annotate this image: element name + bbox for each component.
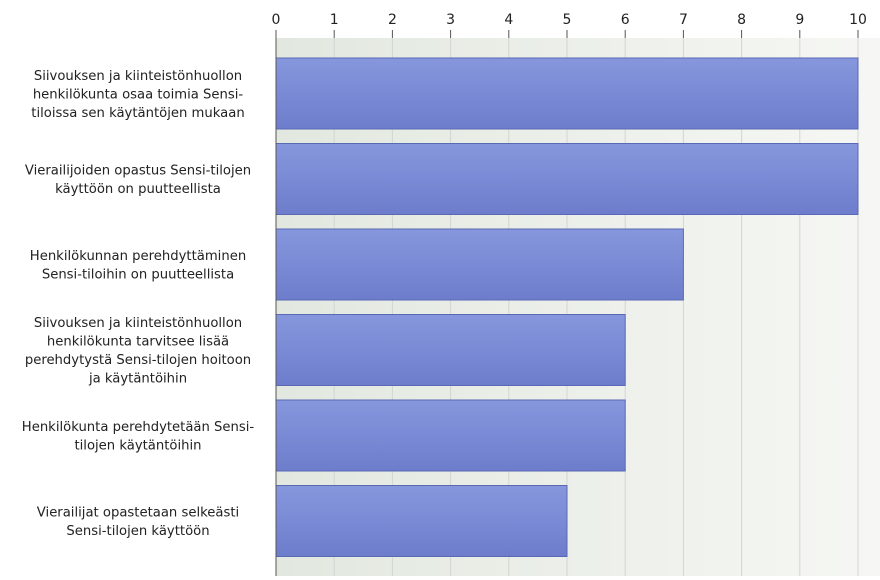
x-tick-label: 10 [849,12,867,28]
category-label: Henkilökunnan perehdyttäminen [30,249,246,264]
category-label: Henkilökunta perehdytetään Sensi- [22,420,255,435]
bars [275,57,859,557]
bar [275,314,626,386]
category-label: Sensi-tilojen käyttöön [66,524,209,539]
x-tick-label: 0 [272,12,281,28]
category-label: Vierailijat opastetaan selkeästi [37,506,239,521]
category-label: tilojen käytäntöihin [74,439,201,454]
category-label: henkilökunta osaa toimia Sensi- [33,87,244,102]
bar [275,399,626,472]
x-tick-label: 4 [504,12,513,28]
x-tick-label: 3 [446,12,455,28]
category-label: Vierailijoiden opastus Sensi-tilojen [25,164,251,179]
bar [275,485,568,557]
x-tick-label: 7 [679,12,688,28]
x-tick-label: 2 [388,12,397,28]
category-label: tiloissa sen käytäntöjen mukaan [31,106,244,121]
x-tick-label: 1 [330,12,339,28]
category-label: Sensi-tiloihin on puutteellista [42,268,234,283]
category-label: henkilökunta tarvitsee lisää [47,335,229,350]
category-label: käyttöön on puutteellista [55,182,221,197]
x-tick-label: 9 [795,12,804,28]
bar [275,57,859,130]
x-axis-ticks: 0 1 2 3 4 5 6 7 8 9 10 [272,12,867,38]
category-label: perehdytystä Sensi-tilojen hoitoon [25,353,251,368]
x-tick-label: 6 [621,12,630,28]
category-labels: Siivouksen ja kiinteistönhuollon henkilök… [22,69,255,539]
category-label: ja käytäntöihin [88,372,187,387]
bar [275,228,684,301]
x-tick-label: 5 [563,12,572,28]
category-label: Siivouksen ja kiinteistönhuollon [34,69,242,84]
x-tick-label: 8 [737,12,746,28]
category-label: Siivouksen ja kiinteistönhuollon [34,316,242,331]
bar [275,143,859,215]
